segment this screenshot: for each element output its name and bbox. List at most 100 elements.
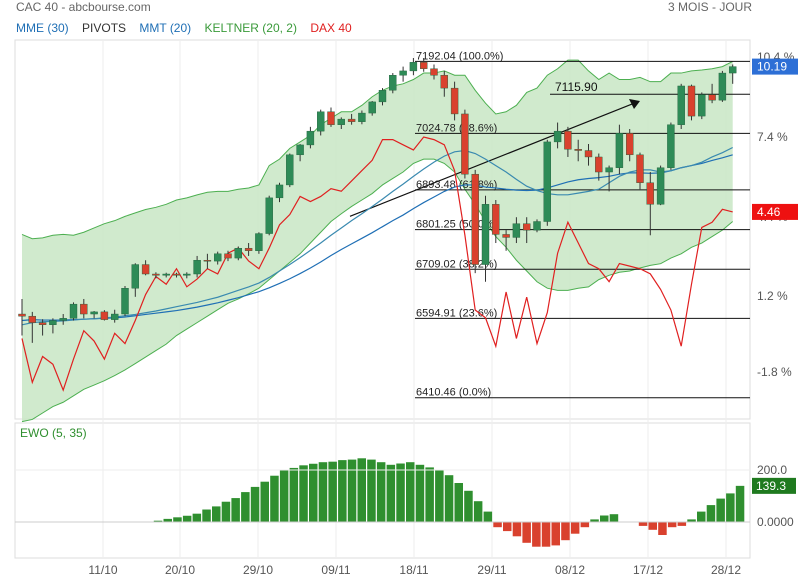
ewo-bar bbox=[396, 463, 405, 522]
candle-body[interactable] bbox=[358, 112, 366, 122]
candle-body[interactable] bbox=[317, 111, 325, 132]
candle-body[interactable] bbox=[193, 260, 201, 275]
candle-body[interactable] bbox=[615, 133, 624, 168]
candle-body[interactable] bbox=[234, 247, 243, 259]
candle-body[interactable] bbox=[49, 320, 57, 325]
candle-body[interactable] bbox=[389, 75, 397, 91]
candle-body[interactable] bbox=[110, 313, 119, 320]
candle-body[interactable] bbox=[492, 204, 500, 235]
candle-body[interactable] bbox=[347, 118, 356, 122]
candle-body[interactable] bbox=[183, 273, 191, 276]
candle-body[interactable] bbox=[337, 118, 345, 125]
ewo-bar bbox=[444, 475, 454, 522]
candle-body[interactable] bbox=[512, 223, 521, 238]
candle-body[interactable] bbox=[121, 288, 129, 315]
candle-body[interactable] bbox=[687, 85, 696, 117]
candle-body[interactable] bbox=[100, 311, 109, 320]
keltner-band bbox=[22, 60, 733, 422]
x-tick-label: 28/12 bbox=[711, 563, 741, 577]
candle-body[interactable] bbox=[296, 144, 304, 156]
period-label[interactable]: 3 MOIS - JOUR bbox=[667, 0, 752, 14]
ewo-bar bbox=[687, 519, 696, 522]
ewo-bar bbox=[299, 465, 308, 522]
candle-body[interactable] bbox=[162, 273, 170, 276]
legend-keltner[interactable]: KELTNER (20, 2) bbox=[204, 21, 297, 35]
candle-body[interactable] bbox=[224, 253, 232, 259]
candle-body[interactable] bbox=[471, 173, 479, 265]
candle-body[interactable] bbox=[203, 260, 212, 262]
legend-dax[interactable]: DAX 40 bbox=[310, 21, 352, 35]
candle-body[interactable] bbox=[574, 149, 582, 151]
candle-body[interactable] bbox=[553, 130, 562, 143]
ewo-bar bbox=[415, 464, 425, 522]
ewo-bar bbox=[697, 511, 706, 522]
candle-body[interactable] bbox=[440, 75, 448, 89]
candle-body[interactable] bbox=[677, 85, 685, 125]
dax-value-tag bbox=[752, 203, 798, 220]
candle-body[interactable] bbox=[409, 62, 418, 72]
candle-body[interactable] bbox=[306, 130, 315, 146]
candle-body[interactable] bbox=[605, 167, 613, 173]
candle-body[interactable] bbox=[481, 204, 490, 265]
candle-body[interactable] bbox=[523, 223, 531, 231]
candle-body[interactable] bbox=[399, 70, 407, 76]
ewo-bar bbox=[270, 475, 279, 522]
candle-body[interactable] bbox=[708, 94, 716, 101]
candle-body[interactable] bbox=[656, 167, 665, 205]
candle-body[interactable] bbox=[172, 273, 181, 276]
legend-mmt[interactable]: MMT (20) bbox=[139, 21, 192, 35]
ewo-bar bbox=[279, 470, 289, 522]
candle-body[interactable] bbox=[543, 141, 551, 222]
candle-body[interactable] bbox=[38, 322, 47, 325]
candle-body[interactable] bbox=[90, 311, 98, 315]
ewo-bar bbox=[318, 462, 328, 522]
candle-body[interactable] bbox=[131, 264, 140, 289]
trend-arrow bbox=[629, 99, 640, 110]
legend-pivots[interactable]: PIVOTS bbox=[82, 21, 127, 35]
candle-body[interactable] bbox=[646, 182, 654, 205]
candle-body[interactable] bbox=[378, 90, 387, 103]
candle-body[interactable] bbox=[595, 156, 603, 173]
candle-body[interactable] bbox=[28, 315, 36, 323]
candle-body[interactable] bbox=[141, 264, 150, 275]
ewo-axis-label: 200.0 bbox=[757, 463, 787, 477]
candle-body[interactable] bbox=[718, 72, 727, 101]
candle-body[interactable] bbox=[667, 124, 675, 168]
candle-body[interactable] bbox=[502, 234, 510, 238]
candle-body[interactable] bbox=[286, 154, 294, 186]
candle-body[interactable] bbox=[80, 303, 88, 315]
candle-body[interactable] bbox=[368, 101, 376, 114]
candle-body[interactable] bbox=[430, 68, 438, 76]
candle-body[interactable] bbox=[698, 94, 706, 117]
ewo-bar bbox=[609, 514, 619, 522]
candle-body[interactable] bbox=[69, 303, 78, 319]
ewo-bar bbox=[600, 515, 609, 522]
candle-body[interactable] bbox=[18, 313, 26, 317]
candle-body[interactable] bbox=[265, 197, 273, 234]
candle-body[interactable] bbox=[275, 184, 284, 199]
candle-body[interactable] bbox=[729, 66, 737, 74]
candle-body[interactable] bbox=[420, 62, 428, 69]
ewo-bar bbox=[570, 522, 580, 534]
candle-body[interactable] bbox=[213, 253, 222, 262]
ewo-bar bbox=[425, 467, 434, 522]
ewo-bar bbox=[289, 467, 299, 522]
candle-body[interactable] bbox=[533, 221, 541, 231]
candle-body[interactable] bbox=[327, 111, 335, 125]
ewo-bar bbox=[173, 517, 182, 522]
candle-body[interactable] bbox=[59, 318, 67, 321]
candle-body[interactable] bbox=[244, 247, 253, 251]
candle-body[interactable] bbox=[461, 113, 469, 175]
ewo-bar bbox=[532, 522, 541, 547]
legend-mme[interactable]: MME (30) bbox=[16, 21, 69, 35]
candle-body[interactable] bbox=[626, 133, 634, 156]
candle-body[interactable] bbox=[636, 154, 644, 183]
candle-body[interactable] bbox=[584, 150, 593, 158]
candle-body[interactable] bbox=[450, 87, 459, 115]
ewo-bar bbox=[153, 520, 163, 522]
candle-body[interactable] bbox=[255, 233, 263, 251]
ewo-bar bbox=[367, 459, 376, 522]
candle-body[interactable] bbox=[564, 130, 572, 150]
candle-body[interactable] bbox=[152, 273, 160, 276]
